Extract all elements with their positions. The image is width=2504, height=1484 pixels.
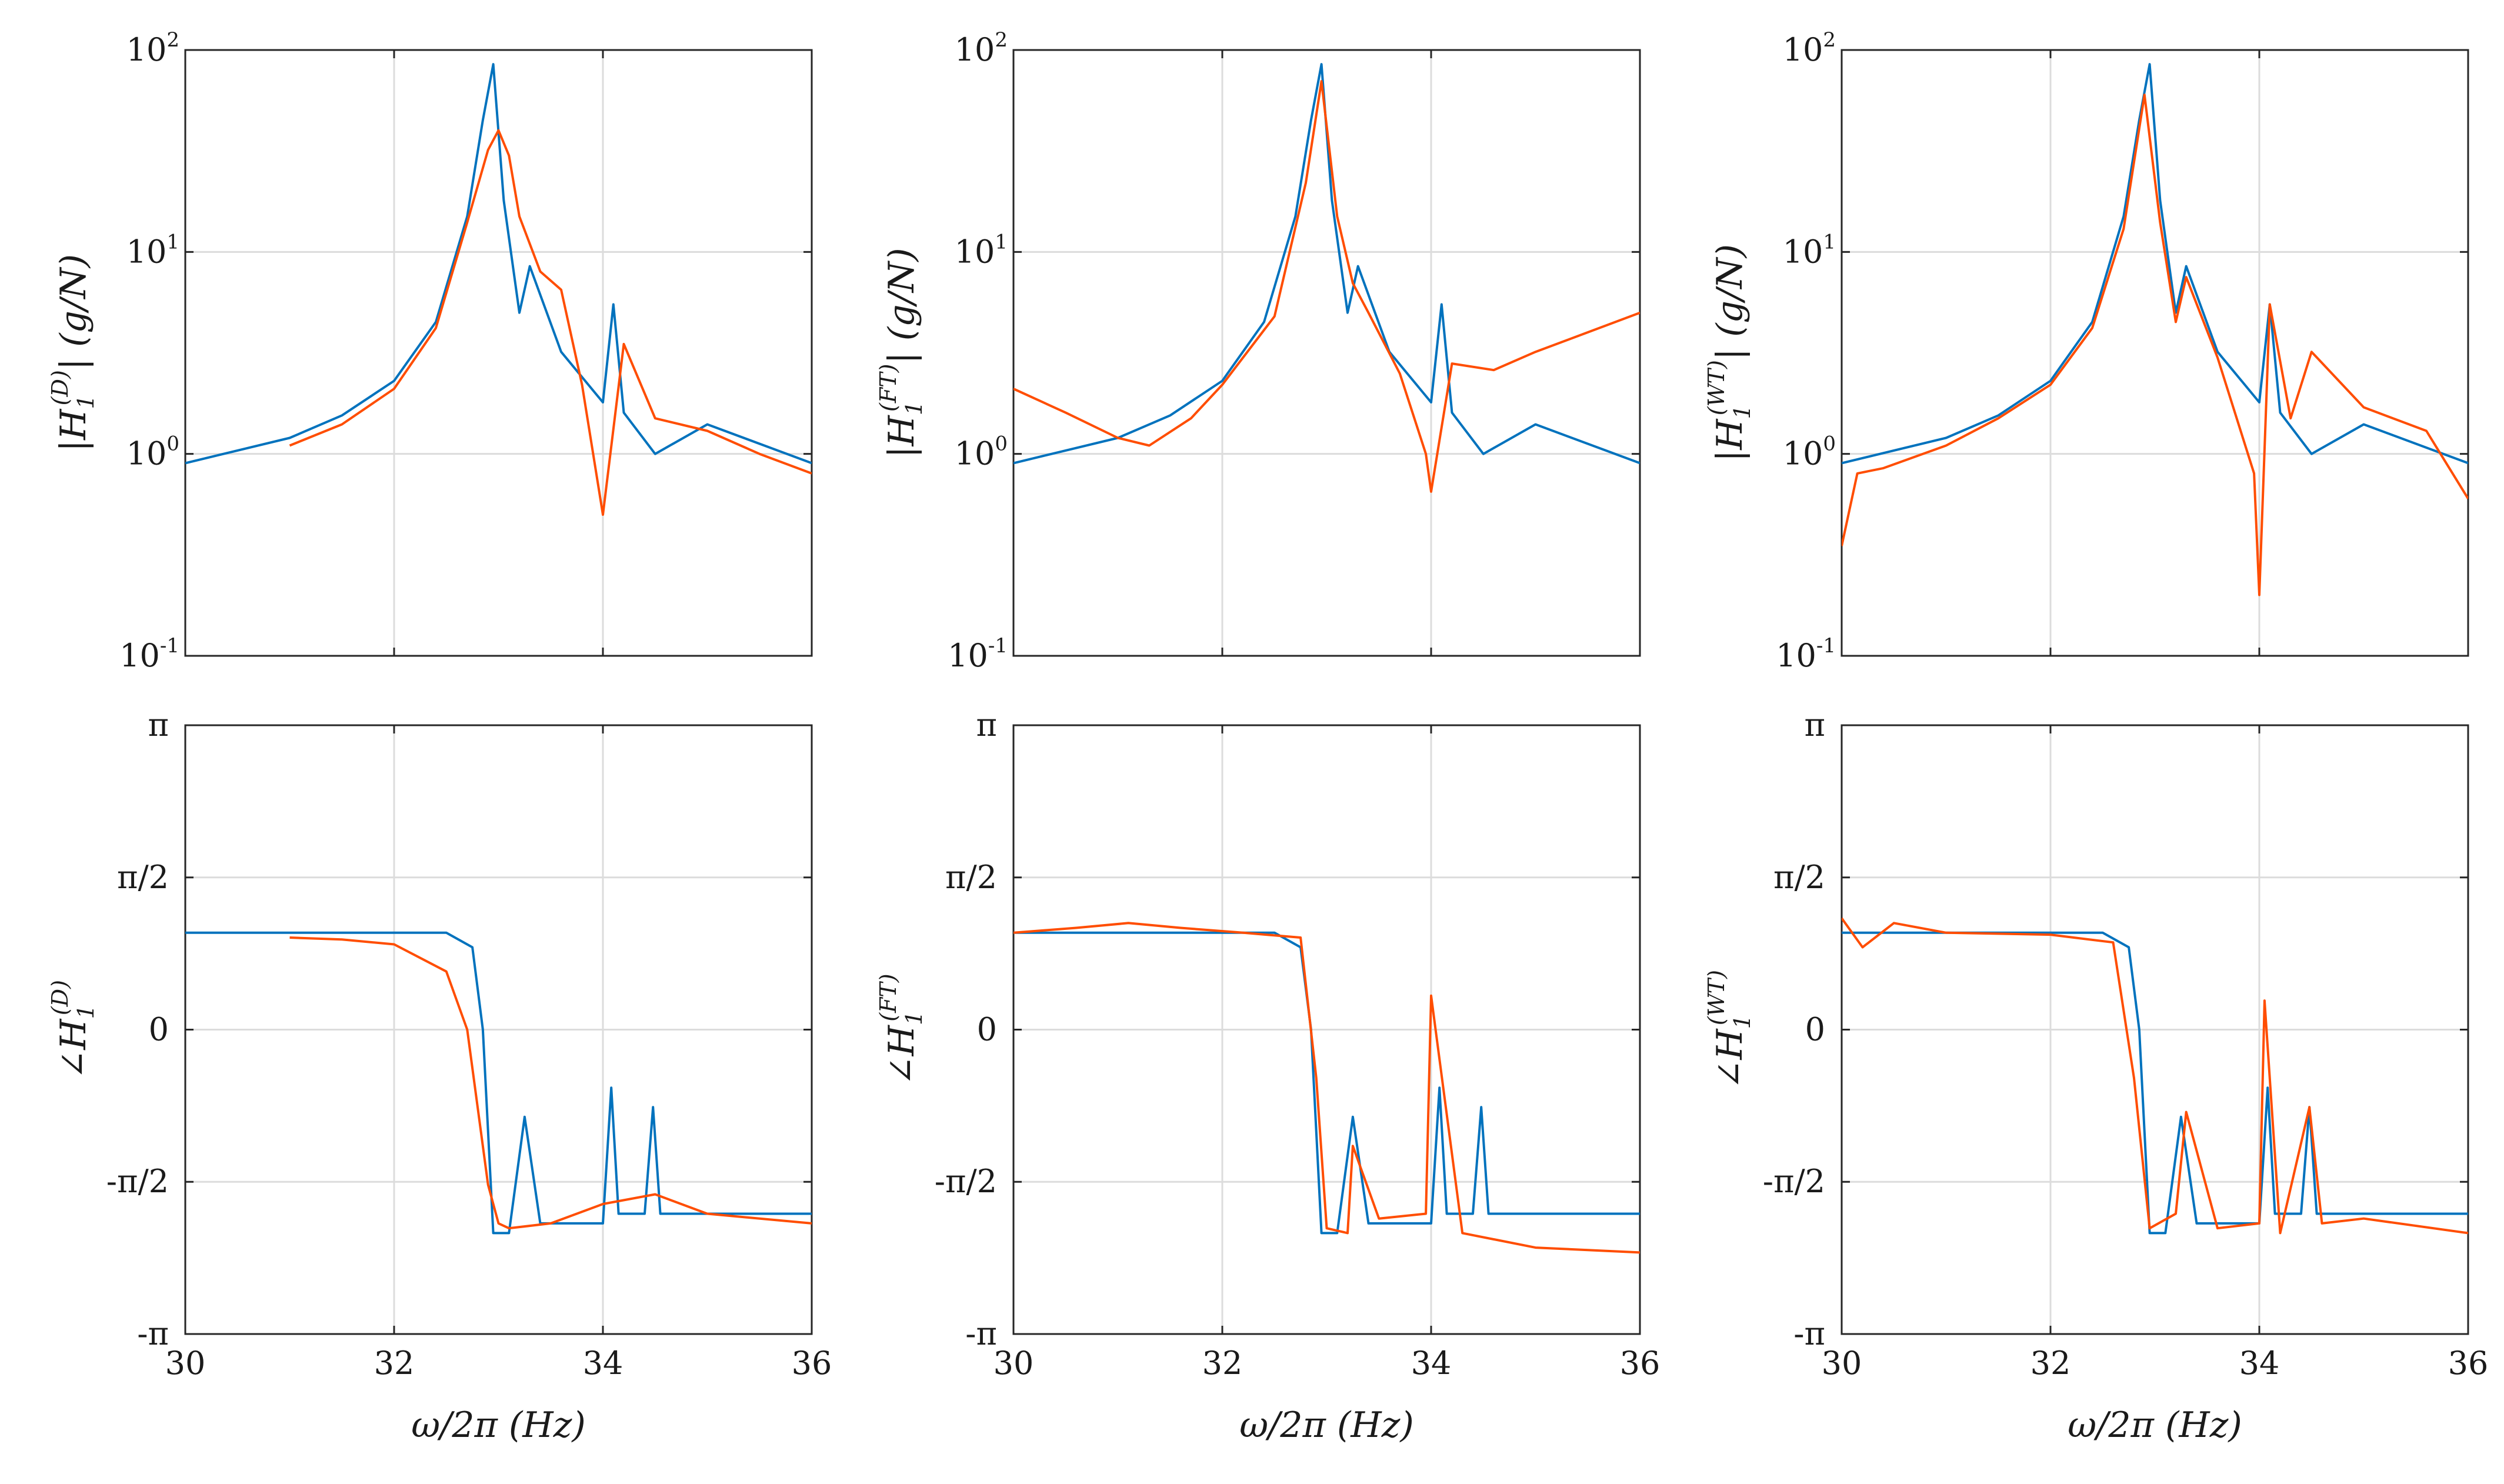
y-tick-label: 100 [955,432,1008,472]
series-line-measured [289,936,812,1230]
y-tick-label: -π [965,1315,997,1352]
panel-phase-2: 30 32 34 36 π π/2 0 -π/2 -π ∠H1(FT) ω/2π (Hz) [875,706,1660,1446]
x-tick-label: 36 [2448,1345,2489,1382]
series-line-reference [1842,931,2468,1235]
panel-magnitude-3: 102 101 100 10-1 |H1(WT)| (g/N) [1703,28,2469,674]
y-tick-label: π [976,706,998,743]
y-tick-label: 0 [977,1011,997,1048]
x-axis-label: ω/2π (Hz) [411,1405,586,1446]
y-axis-label: ∠H1(WT) [1703,970,1755,1089]
y-axis-label: |H1(D)| (g/N) [47,254,99,452]
y-tick-label: -π/2 [106,1163,169,1200]
plot-frame [1841,49,2469,657]
marks-layer [185,63,2468,1254]
plot-frame [184,49,813,657]
y-tick-label: 10-1 [119,634,179,674]
y-tick-label: 10-1 [948,634,1008,674]
y-tick-label: 101 [955,230,1008,270]
x-tick-label: 34 [2239,1345,2280,1382]
x-tick-label: 32 [374,1345,415,1382]
y-axis-label: ∠H1(FT) [875,973,927,1085]
x-tick-label: 34 [1411,1345,1452,1382]
series-line-reference [1842,63,2468,465]
plot-frame [1012,724,1641,1335]
series-line-reference [185,931,812,1235]
y-tick-label: -π/2 [1763,1163,1825,1200]
y-axis-label: |H1(FT)| (g/N) [875,248,927,458]
series-line-reference [1013,931,1640,1235]
y-tick-label: 10-1 [1776,634,1836,674]
plot-frame [1841,724,2469,1335]
x-tick-label: 32 [2030,1345,2071,1382]
x-axis-label: ω/2π (Hz) [2068,1405,2242,1446]
y-tick-label: 0 [149,1011,169,1048]
y-axis-label: |H1(WT)| (g/N) [1703,244,1755,462]
series-line-measured [1013,80,1640,493]
x-tick-label: 30 [165,1345,206,1382]
x-tick-label: 30 [993,1345,1034,1382]
y-tick-label: 100 [1783,432,1836,472]
series-line-reference [185,63,812,465]
y-tick-label: 102 [955,28,1008,68]
y-tick-label: π/2 [1773,859,1825,896]
y-tick-label: 102 [126,28,179,68]
y-tick-label: -π [137,1315,169,1352]
y-tick-label: π/2 [945,859,997,896]
y-tick-label: 0 [1805,1011,1825,1048]
y-tick-label: 101 [1783,230,1836,270]
x-tick-label: 32 [1202,1345,1243,1382]
y-axis-label: ∠H1(D) [47,980,99,1079]
series-line-reference [1013,63,1640,465]
panel-phase-1: 30 32 34 36 π π/2 0 -π/2 -π ∠H1(D) ω/2π (Hz) [47,706,832,1446]
panel-phase-3: 30 32 34 36 π π/2 0 -π/2 -π ∠H1(WT) ω/2π (Hz) [1703,706,2488,1446]
panel-magnitude-2: 102 101 100 10-1 |H1(FT)| (g/N) [875,28,1641,674]
y-tick-label: π [148,706,169,743]
series-line-measured [1842,94,2468,596]
x-tick-label: 34 [583,1345,624,1382]
series-line-measured [1013,922,1640,1254]
y-tick-label: π/2 [117,859,169,896]
series-line-measured [1842,917,2468,1235]
plot-frame [1012,49,1641,657]
y-tick-label: 101 [126,230,179,270]
y-tick-label: -π/2 [935,1163,997,1200]
x-axis-label: ω/2π (Hz) [1239,1405,1414,1446]
y-tick-label: 102 [1783,28,1836,68]
panel-magnitude-1: 102 101 100 10-1 |H1(D)| (g/N) [47,28,813,674]
x-tick-label: 36 [1620,1345,1661,1382]
x-tick-label: 36 [792,1345,832,1382]
y-tick-label: 100 [126,432,179,472]
y-tick-label: -π [1793,1315,1825,1352]
y-tick-label: π [1805,706,1826,743]
axes-layer: 102 101 100 10-1 |H1(D)| (g/N) 102 101 100 10-1 |… [47,28,2488,1446]
x-tick-label: 30 [1822,1345,1862,1382]
series-line-measured [289,129,812,516]
plot-frame [184,724,813,1335]
